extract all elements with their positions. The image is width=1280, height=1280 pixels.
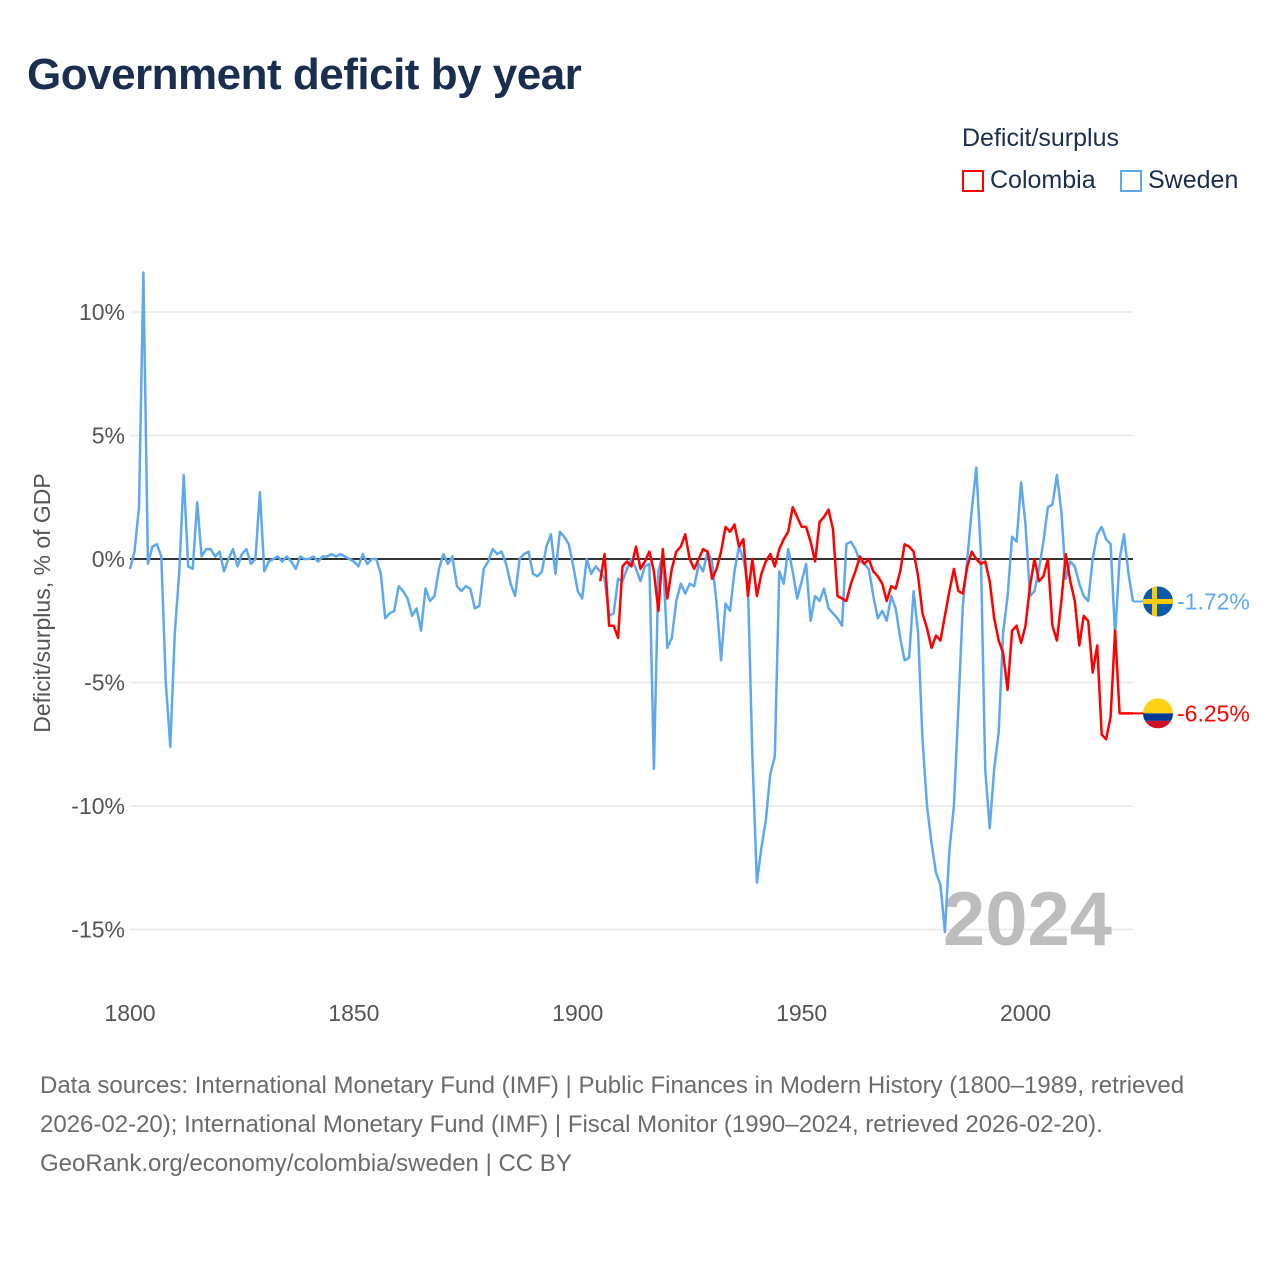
sweden-flag-icon — [1143, 586, 1173, 617]
end-value-label: -6.25% — [1177, 700, 1250, 726]
series-line-sweden — [128, 271, 1135, 934]
x-tick-label: 1950 — [776, 1000, 827, 1026]
y-tick-label: 0% — [92, 546, 125, 572]
flag-yellow — [1143, 698, 1173, 714]
x-tick-label: 1900 — [552, 1000, 603, 1026]
data-sources: Data sources: International Monetary Fun… — [40, 1072, 1185, 1138]
y-tick-label: -5% — [84, 670, 125, 696]
y-axis-label: Deficit/surplus, % of GDP — [29, 473, 55, 732]
year-watermark: 2024 — [943, 877, 1112, 962]
legend-item-sweden[interactable]: Sweden — [1120, 166, 1238, 195]
legend-swatch-colombia — [962, 169, 984, 192]
x-tick-label: 1800 — [104, 1000, 155, 1026]
flag-blue — [1143, 713, 1173, 721]
colombia-flag-icon — [1143, 698, 1173, 729]
legend-swatch-sweden — [1120, 169, 1142, 192]
y-tick-label: 10% — [79, 299, 125, 325]
source-note: Data sources: International Monetary Fun… — [40, 1066, 1240, 1183]
flag-red — [1143, 720, 1173, 729]
x-tick-label: 2000 — [1000, 1000, 1051, 1026]
legend-label: Colombia — [990, 166, 1096, 194]
y-tick-label: 5% — [92, 423, 125, 449]
flag-cross — [1152, 586, 1157, 617]
flag — [1143, 586, 1173, 617]
legend-item-colombia[interactable]: Colombia — [962, 166, 1096, 195]
legend-label: Sweden — [1148, 166, 1239, 194]
series-line-colombia — [598, 505, 1133, 741]
flag-cross — [1143, 598, 1173, 604]
legend-title: Deficit/surplus — [962, 124, 1119, 152]
y-tick-label: -15% — [71, 917, 125, 943]
y-tick-label: -10% — [71, 793, 125, 819]
x-tick-label: 1850 — [328, 1000, 379, 1026]
source-link[interactable]: GeoRank.org/economy/colombia/sweden | CC… — [40, 1150, 572, 1177]
end-value-label: -1.72% — [1177, 588, 1250, 614]
chart-title: Government deficit by year — [27, 50, 582, 99]
flag — [1143, 698, 1173, 729]
